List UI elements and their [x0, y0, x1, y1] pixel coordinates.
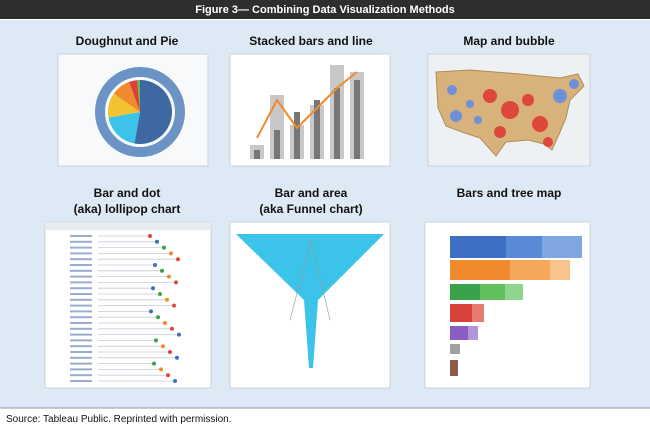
lollipop-dot: [149, 309, 153, 314]
lollipop-dot: [175, 355, 179, 360]
row-label-placeholder: [70, 380, 92, 382]
row-label-placeholder: [70, 351, 92, 353]
lollipop-dot: [160, 268, 164, 273]
row-label-placeholder: [70, 258, 92, 261]
lollipop-dot: [176, 257, 180, 262]
row-label-placeholder: [70, 310, 92, 313]
panel-title: Bar and dot: [94, 186, 161, 200]
figure-title: Figure 3— Combining Data Visualization M…: [195, 4, 455, 16]
panel-title: Map and bubble: [463, 34, 555, 48]
lollipop-dot: [155, 239, 159, 244]
lollipop-dot: [177, 332, 181, 337]
row-label-placeholder: [70, 269, 92, 272]
row-label-placeholder: [70, 374, 92, 377]
lollipop-dot: [172, 303, 176, 308]
thumbnail-lollipop: [44, 221, 212, 389]
row-label-placeholder: [70, 252, 92, 255]
row-label-placeholder: [70, 316, 92, 319]
row-label-placeholder: [70, 240, 92, 243]
lollipop-dot: [151, 286, 155, 291]
row-label-placeholder: [70, 322, 92, 324]
lollipop-dot: [169, 251, 173, 256]
row-label-placeholder: [70, 362, 92, 365]
lollipop-dot: [159, 367, 163, 372]
lollipop-dot: [152, 361, 156, 366]
row-label-placeholder: [70, 281, 92, 284]
row-label-placeholder: [70, 327, 92, 330]
row-label-placeholder: [70, 298, 92, 301]
row-label-placeholder: [70, 264, 92, 266]
lollipop-dot: [154, 338, 158, 343]
lollipop-dot: [162, 245, 166, 250]
lollipop-dot: [156, 315, 160, 320]
row-label-placeholder: [70, 235, 92, 237]
row-label-placeholder: [70, 356, 92, 359]
lollipop-dot: [163, 321, 167, 325]
panel-title: Bar and area: [275, 186, 348, 200]
thumbnail-bars-line: [229, 53, 391, 167]
lollipop-dot: [166, 373, 170, 378]
lollipop-dot: [148, 234, 152, 238]
source-note: Source: Tableau Public. Reprinted with p…: [6, 414, 232, 425]
lollipop-dot: [158, 292, 162, 296]
row-label-placeholder: [70, 304, 92, 307]
panel-title: Bars and tree map: [457, 186, 562, 200]
row-label-placeholder: [70, 368, 92, 371]
lollipop-dot: [168, 350, 172, 354]
row-label-placeholder: [70, 293, 92, 295]
row-label-placeholder: [70, 333, 92, 336]
header-bar: [0, 0, 650, 19]
lollipop-dot: [165, 297, 169, 302]
panel-title: (aka Funnel chart): [259, 202, 362, 216]
lollipop-dot: [161, 344, 165, 349]
row-label-placeholder: [70, 287, 92, 290]
row-label-placeholder: [70, 345, 92, 348]
panel-title: Stacked bars and line: [249, 34, 373, 48]
lollipop-dot: [170, 326, 174, 331]
thumbnail-treemap: [424, 221, 591, 389]
row-label-placeholder: [70, 246, 92, 249]
thumbnail-map-bubble: [427, 53, 591, 167]
row-label-placeholder: [70, 339, 92, 342]
panel-title: Doughnut and Pie: [76, 34, 179, 48]
lollipop-dot: [173, 379, 177, 383]
lollipop-dot: [167, 274, 171, 279]
row-label-placeholder: [70, 275, 92, 278]
lollipop-dot: [174, 280, 178, 285]
lollipop-dot: [153, 263, 157, 267]
panel-title: (aka) lollipop chart: [74, 202, 181, 216]
thumbnail-doughnut-pie: [57, 53, 209, 167]
thumbnail-funnel: [229, 221, 391, 389]
